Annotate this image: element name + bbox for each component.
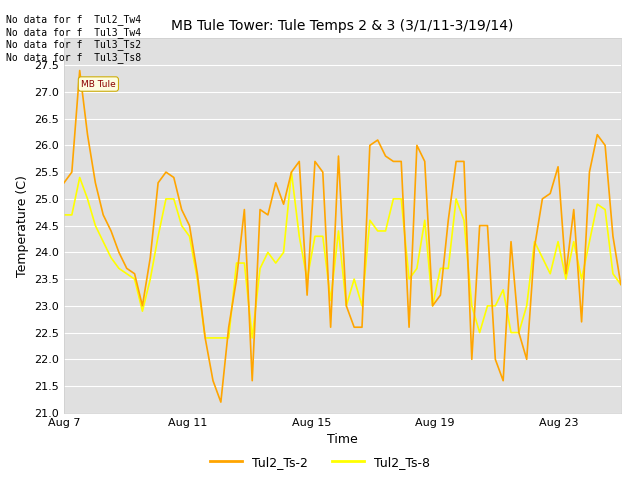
X-axis label: Time: Time: [327, 433, 358, 446]
Title: MB Tule Tower: Tule Temps 2 & 3 (3/1/11-3/19/14): MB Tule Tower: Tule Temps 2 & 3 (3/1/11-…: [172, 19, 513, 33]
Legend: Tul2_Ts-2, Tul2_Ts-8: Tul2_Ts-2, Tul2_Ts-8: [205, 451, 435, 474]
Text: No data for f  Tul2_Tw4
No data for f  Tul3_Tw4
No data for f  Tul3_Ts2
No data : No data for f Tul2_Tw4 No data for f Tul…: [6, 14, 141, 63]
Y-axis label: Temperature (C): Temperature (C): [16, 175, 29, 276]
Text: MB Tule: MB Tule: [81, 80, 116, 88]
